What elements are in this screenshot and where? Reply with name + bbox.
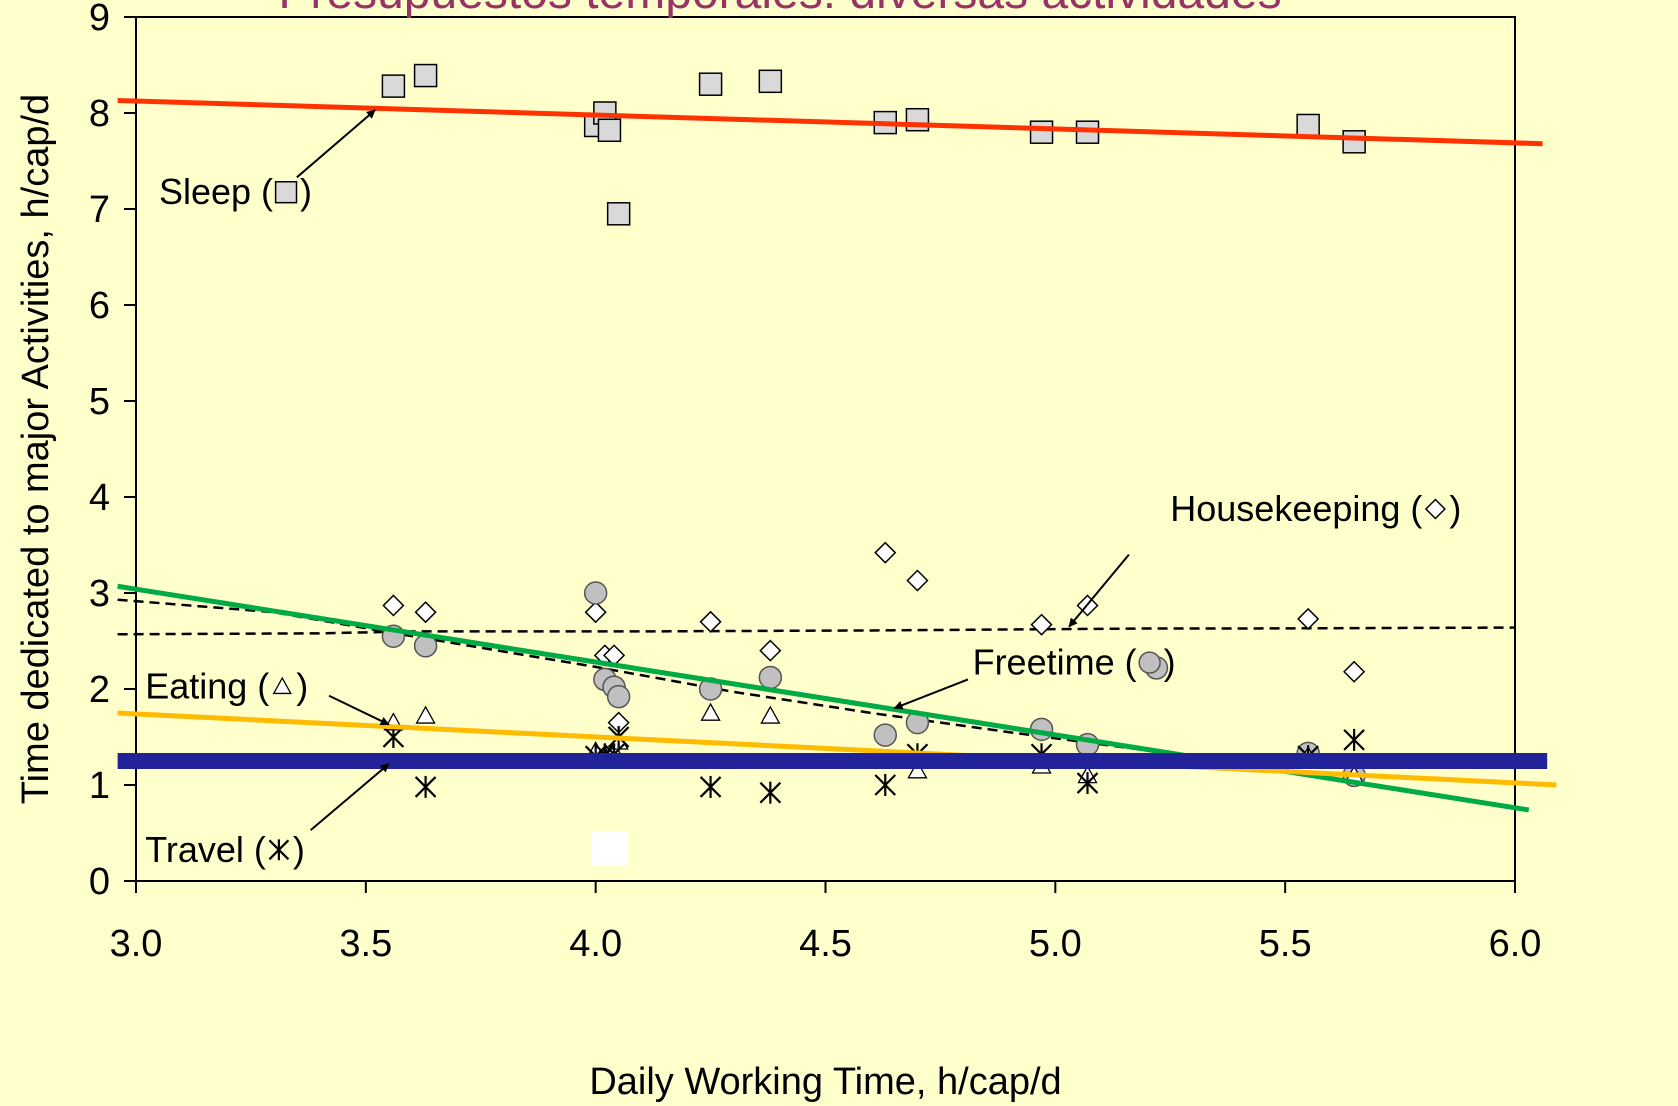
annotation-icon <box>272 676 292 695</box>
data-point-housekeeping <box>584 601 607 624</box>
trend-line <box>117 710 1557 788</box>
y-tick-label: 5 <box>89 381 110 423</box>
y-tick-label: 0 <box>89 861 110 903</box>
data-point-housekeeping <box>906 569 929 592</box>
y-tick-label: 8 <box>89 93 110 135</box>
data-point-sleep <box>381 74 406 98</box>
y-tick-label: 9 <box>89 0 110 39</box>
y-axis-title: Time dedicated to major Activities, h/ca… <box>15 94 57 804</box>
annotation-arrow <box>893 678 969 710</box>
data-point-eating <box>907 760 928 779</box>
annotation-label: Freetime ( <box>973 642 1137 683</box>
annotation-arrow <box>296 109 376 179</box>
annotation: Housekeeping () <box>1068 488 1461 628</box>
x-axis: 3.0 3.5 4.0 4.5 5.0 5.5 6.0 <box>110 881 1542 965</box>
data-point-housekeeping <box>414 601 437 624</box>
data-point-housekeeping <box>699 610 722 633</box>
x-axis-title: Daily Working Time, h/cap/d <box>589 1061 1061 1103</box>
data-point-sleep <box>1029 120 1054 144</box>
data-point-eating <box>700 702 721 721</box>
x-tick-label: 4.5 <box>799 923 852 965</box>
white-box <box>591 831 628 866</box>
y-tick-label: 7 <box>89 189 110 231</box>
data-point-freetime <box>606 684 631 709</box>
x-tick-label: 5.5 <box>1259 923 1312 965</box>
data-point-travel <box>874 774 897 796</box>
annotation: Sleep () <box>159 109 376 212</box>
annotation-arrow <box>310 763 390 831</box>
chart-title: Presupuestos temporales: diversas activi… <box>278 0 1281 19</box>
data-point-travel <box>759 781 782 804</box>
data-point-eating <box>415 705 436 724</box>
y-tick-label: 3 <box>89 573 110 615</box>
x-tick-label: 4.0 <box>569 923 622 965</box>
data-point-sleep <box>1342 130 1366 154</box>
data-point-sleep <box>413 63 438 88</box>
data-point-freetime <box>873 723 898 747</box>
data-point-travel <box>699 775 722 798</box>
annotation-close: ) <box>1449 488 1461 529</box>
data-point-travel <box>1076 772 1099 795</box>
trend-line <box>117 98 1543 147</box>
data-point-travel <box>382 726 405 748</box>
x-tick-label: 3.0 <box>110 923 163 965</box>
data-point-housekeeping <box>382 594 405 617</box>
data-point-sleep <box>606 202 631 226</box>
data-point-travel <box>414 775 437 798</box>
data-point-sleep <box>758 69 783 94</box>
data-point-housekeeping <box>1030 613 1053 636</box>
dashed-fit-line <box>117 626 1516 636</box>
data-point-eating <box>760 705 781 724</box>
y-tick-label: 1 <box>89 765 110 807</box>
data-point-sleep <box>597 118 622 143</box>
data-point-sleep <box>1296 113 1320 138</box>
annotation-arrow <box>328 694 390 726</box>
x-tick-label: 3.5 <box>339 923 392 965</box>
data-point-housekeeping <box>1343 660 1366 683</box>
data-point-housekeeping <box>874 541 897 564</box>
annotation-icon <box>274 181 298 204</box>
y-tick-label: 4 <box>89 477 110 519</box>
data-point-housekeeping <box>759 639 782 662</box>
x-tick-label: 5.0 <box>1029 923 1082 965</box>
annotation-label: Housekeeping ( <box>1170 488 1422 529</box>
annotation-close: ) <box>300 171 312 212</box>
data-point-freetime <box>583 581 608 605</box>
annotation-arrow <box>1068 553 1130 628</box>
x-tick-label: 6.0 <box>1489 923 1542 965</box>
data-point-housekeeping <box>1297 607 1320 630</box>
annotation-close: ) <box>293 829 305 870</box>
annotations: Sleep ()Housekeeping ()Freetime ()Eating… <box>145 109 1461 870</box>
annotation-icon <box>1138 651 1161 674</box>
annotation: Freetime () <box>893 642 1176 710</box>
y-tick-label: 6 <box>89 285 110 327</box>
annotation: Travel () <box>145 763 390 870</box>
annotation-label: Sleep ( <box>159 171 273 212</box>
annotation-close: ) <box>1164 642 1176 683</box>
data-point-freetime <box>758 665 783 690</box>
annotation-icon <box>268 839 290 861</box>
annotation: Eating () <box>145 666 390 726</box>
y-axis: 0 1 2 3 4 5 6 7 8 9 <box>89 0 136 903</box>
data-point-travel <box>1343 728 1365 751</box>
plot-area <box>135 16 1516 882</box>
annotation-label: Travel ( <box>145 829 266 870</box>
annotation-icon <box>1424 498 1446 520</box>
annotation-label: Eating ( <box>145 666 269 707</box>
trend-lines <box>117 98 1557 813</box>
data-point-sleep <box>698 72 723 96</box>
annotation-close: ) <box>296 666 308 707</box>
y-tick-label: 2 <box>89 669 110 711</box>
